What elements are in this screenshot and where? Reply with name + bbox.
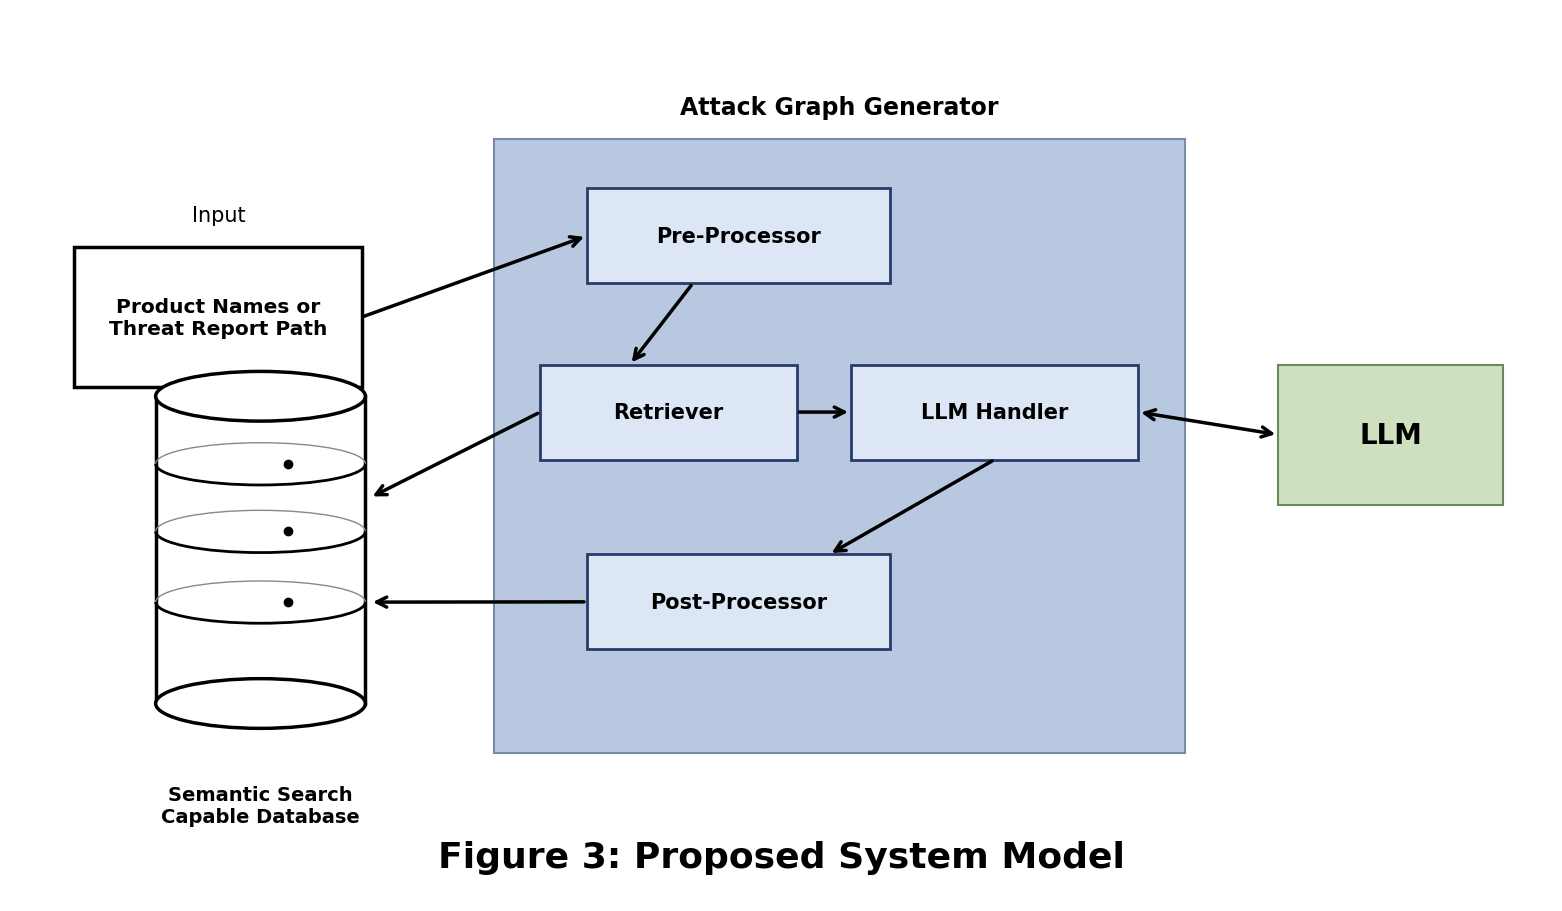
FancyBboxPatch shape	[73, 248, 361, 388]
Text: LLM: LLM	[1359, 421, 1423, 449]
FancyBboxPatch shape	[851, 365, 1139, 460]
Ellipse shape	[156, 372, 366, 422]
FancyBboxPatch shape	[587, 555, 890, 650]
Text: LLM Handler: LLM Handler	[922, 403, 1068, 423]
FancyBboxPatch shape	[540, 365, 797, 460]
Ellipse shape	[156, 679, 366, 729]
FancyBboxPatch shape	[1278, 365, 1504, 505]
FancyBboxPatch shape	[587, 189, 890, 284]
Text: Retriever: Retriever	[614, 403, 723, 423]
Text: Pre-Processor: Pre-Processor	[656, 227, 820, 247]
Text: Attack Graph Generator: Attack Graph Generator	[679, 96, 998, 119]
Text: Input: Input	[192, 205, 245, 225]
Text: Figure 3: Proposed System Model: Figure 3: Proposed System Model	[437, 840, 1125, 875]
Text: Product Names or
Threat Report Path: Product Names or Threat Report Path	[109, 297, 326, 338]
Text: Semantic Search
Capable Database: Semantic Search Capable Database	[161, 785, 359, 826]
FancyBboxPatch shape	[494, 139, 1186, 753]
Bar	[156, 397, 366, 703]
Text: Post-Processor: Post-Processor	[650, 592, 826, 612]
